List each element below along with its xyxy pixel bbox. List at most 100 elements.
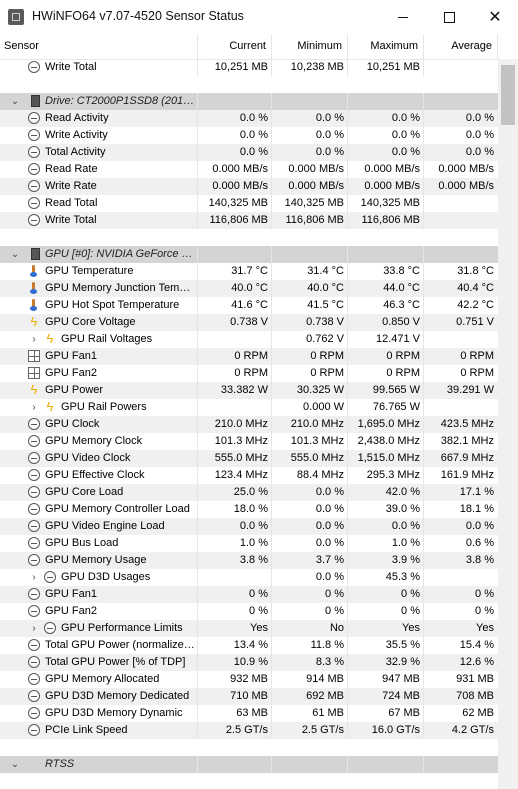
sensor-row[interactable]: GPU Bus Load 1.0 % 0.0 % 1.0 % 0.6 % [0,535,498,552]
sensor-row[interactable]: Read Activity 0.0 % 0.0 % 0.0 % 0.0 % [0,110,498,127]
clock-icon [44,622,56,634]
sensor-row[interactable]: Total Activity 0.0 % 0.0 % 0.0 % 0.0 % [0,144,498,161]
sensor-label: PCIe Link Speed [45,724,128,736]
sensor-row[interactable]: Total GPU Power (normalized... 13.4 % 11.8… [0,637,498,654]
column-divider [347,246,348,263]
chevron-right-icon[interactable]: › [32,334,36,345]
sensor-row[interactable]: Write Total 10,251 MB 10,238 MB 10,251 MB [0,59,498,76]
current-value: 710 MB [230,690,268,702]
sensor-row[interactable]: Read Total 140,325 MB 140,325 MB 140,325 MB [0,195,498,212]
sensor-row[interactable]: PCIe Link Speed 2.5 GT/s 2.5 GT/s 16.0 GT/s… [0,722,498,739]
column-divider [197,705,198,722]
column-divider [347,433,348,450]
column-header-minimum[interactable]: Minimum [272,34,348,59]
clock-icon [28,129,40,141]
column-divider [197,586,198,603]
average-value: 40.4 °C [457,282,494,294]
sensor-row[interactable]: GPU Fan2 0 % 0 % 0 % 0 % [0,603,498,620]
sensor-row[interactable]: GPU Fan1 0 RPM 0 RPM 0 RPM 0 RPM [0,348,498,365]
average-value: 15.4 % [459,639,494,651]
sensor-row[interactable]: GPU Clock 210.0 MHz 210.0 MHz 1,695.0 MHz 42… [0,416,498,433]
sensor-label: GPU Memory Usage [45,554,147,566]
column-divider [197,331,198,348]
thermometer-icon [28,299,40,311]
maximum-value: 0.850 V [382,316,420,328]
column-divider [347,705,348,722]
sensor-row[interactable]: GPU Memory Clock 101.3 MHz 101.3 MHz 2,438.… [0,433,498,450]
chevron-down-icon[interactable]: ⌄ [10,96,20,107]
sensor-row[interactable]: Write Activity 0.0 % 0.0 % 0.0 % 0.0 % [0,127,498,144]
sensor-row[interactable]: GPU Core Load 25.0 % 0.0 % 42.0 % 17.1 % [0,484,498,501]
minimum-value: 40.0 °C [307,282,344,294]
current-value: 13.4 % [233,639,268,651]
sensor-group-header[interactable]: ⌄ RTSS [0,756,498,773]
scrollbar-thumb[interactable] [501,65,515,125]
group-label: RTSS [45,758,75,770]
sensor-row[interactable]: GPU Hot Spot Temperature 41.6 °C 41.5 °C 46… [0,297,498,314]
current-value: 2.5 GT/s [225,724,268,736]
column-divider [197,416,198,433]
current-value: Yes [250,622,268,634]
clock-icon [28,588,40,600]
minimize-button[interactable] [380,0,426,34]
sensor-row[interactable]: GPU Memory Allocated 932 MB 914 MB 947 MB 93… [0,671,498,688]
sensor-label: GPU Bus Load [45,537,119,549]
sensor-row[interactable]: GPU Fan2 0 RPM 0 RPM 0 RPM 0 RPM [0,365,498,382]
sensor-row[interactable]: › ϟ GPU Rail Voltages 0.762 V 12.471 V [0,331,498,348]
column-divider [271,671,272,688]
maximum-value: 46.3 °C [383,299,420,311]
sensor-label: GPU Fan2 [45,367,97,379]
vertical-scrollbar[interactable] [498,59,518,789]
column-header-average[interactable]: Average [424,34,498,59]
chevron-down-icon[interactable]: ⌄ [10,249,20,260]
column-divider [347,654,348,671]
column-divider [423,195,424,212]
sensor-row[interactable]: ϟ GPU Core Voltage 0.738 V 0.738 V 0.850 V 0.… [0,314,498,331]
minimum-value: 11.8 % [310,639,344,651]
average-value: 0 RPM [460,350,494,362]
sensor-row[interactable]: Write Rate 0.000 MB/s 0.000 MB/s 0.000 MB/s… [0,178,498,195]
column-divider [423,569,424,586]
current-value [198,399,268,416]
clock-icon [28,724,40,736]
chevron-right-icon[interactable]: › [32,623,36,634]
sensor-row[interactable]: GPU Memory Controller Load 18.0 % 0.0 % 39.… [0,501,498,518]
sensor-row[interactable]: GPU D3D Memory Dynamic 63 MB 61 MB 67 MB 62 … [0,705,498,722]
sensor-row[interactable]: Total GPU Power [% of TDP] 10.9 % 8.3 % 32.… [0,654,498,671]
sensor-row[interactable]: ϟ GPU Power 33.382 W 30.325 W 99.565 W 39.291… [0,382,498,399]
sensor-row[interactable]: GPU Video Clock 555.0 MHz 555.0 MHz 1,515.0… [0,450,498,467]
sensor-row[interactable]: GPU Memory Junction Tempe... 40.0 °C 40.0 … [0,280,498,297]
minimum-value: 0.738 V [306,316,344,328]
chevron-down-icon[interactable]: ⌄ [10,759,20,770]
sensor-group-header[interactable]: ⌄ GPU [#0]: NVIDIA GeForce R... [0,246,498,263]
sensor-label: Total Activity [45,146,106,158]
sensor-row[interactable]: › ϟ GPU Rail Powers 0.000 W 76.765 W [0,399,498,416]
sensor-row[interactable]: › GPU D3D Usages 0.0 % 45.3 % [0,569,498,586]
column-header-current[interactable]: Current [198,34,272,59]
column-header-maximum[interactable]: Maximum [348,34,424,59]
column-divider [271,586,272,603]
sensor-row[interactable]: GPU Video Engine Load 0.0 % 0.0 % 0.0 % 0.0 … [0,518,498,535]
chevron-right-icon[interactable]: › [32,572,36,583]
sensor-row[interactable]: GPU Memory Usage 3.8 % 3.7 % 3.9 % 3.8 % [0,552,498,569]
sensor-row[interactable]: Write Total 116,806 MB 116,806 MB 116,806 M… [0,212,498,229]
chevron-right-icon[interactable]: › [32,402,36,413]
maximum-value: 99.565 W [372,384,420,396]
column-header-sensor[interactable]: Sensor [0,34,198,59]
sensor-label: Read Activity [45,112,109,124]
column-divider [197,722,198,739]
clock-icon [28,180,40,192]
sensor-group-header[interactable]: ⌄ Drive: CT2000P1SSD8 (2018... [0,93,498,110]
current-value: 0.0 % [239,146,268,158]
sensor-row[interactable]: GPU Fan1 0 % 0 % 0 % 0 % [0,586,498,603]
sensor-row[interactable]: GPU D3D Memory Dedicated 710 MB 692 MB 724 … [0,688,498,705]
maximize-button[interactable] [426,0,472,34]
minimum-value: 0.0 % [315,129,344,141]
sensor-row[interactable]: › GPU Performance Limits Yes No Yes Yes [0,620,498,637]
sensor-list: Write Total 10,251 MB 10,238 MB 10,251 MB ⌄ D… [0,59,498,773]
column-divider [271,195,272,212]
sensor-row[interactable]: Read Rate 0.000 MB/s 0.000 MB/s 0.000 MB/s 0… [0,161,498,178]
sensor-row[interactable]: GPU Temperature 31.7 °C 31.4 °C 33.8 °C 31.8… [0,263,498,280]
close-button[interactable]: ✕ [472,0,518,34]
sensor-row[interactable]: GPU Effective Clock 123.4 MHz 88.4 MHz 295.… [0,467,498,484]
